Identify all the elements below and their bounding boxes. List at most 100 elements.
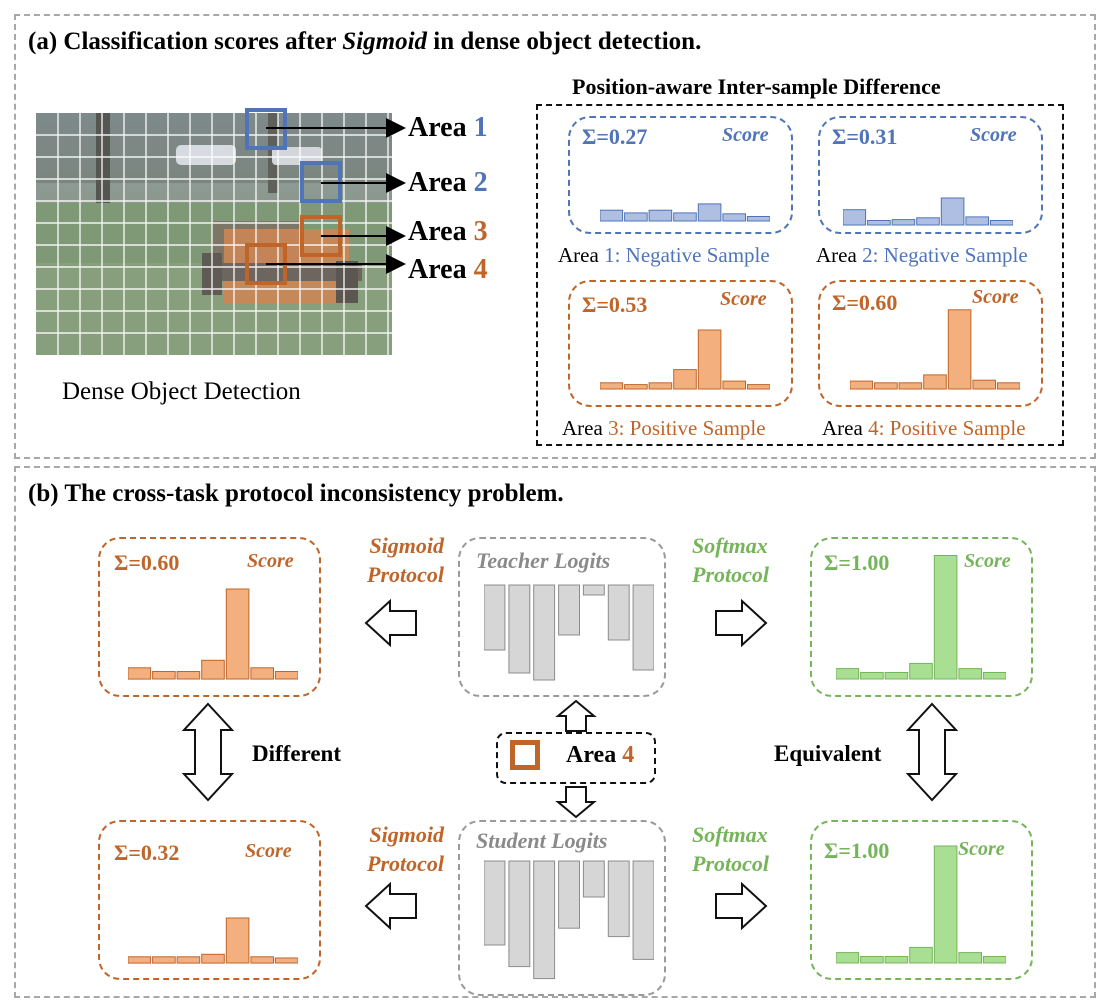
score-bar xyxy=(648,209,673,222)
score-label-area-2: Score xyxy=(970,124,1017,146)
area-4-label: Area 4 xyxy=(408,254,488,285)
caption-area-2: Area 2: Negative Sample xyxy=(816,243,1028,267)
softmax-teacher-sum: Σ=1.00 xyxy=(824,550,890,575)
caption-area-1: Area 1: Negative Sample xyxy=(558,243,770,267)
score-bar xyxy=(250,956,275,964)
logit-bar xyxy=(582,860,605,898)
logit-bar xyxy=(558,584,580,636)
logit-bar xyxy=(533,860,556,980)
bar-chart-area-3 xyxy=(600,329,770,390)
score-bar xyxy=(250,667,275,680)
area-4-badge-label: Area 4 xyxy=(566,742,635,768)
score-bar xyxy=(201,659,225,680)
bar-chart-area-1 xyxy=(600,203,770,222)
student-logits-label: Student Logits xyxy=(476,828,608,853)
logit-bar xyxy=(508,584,531,674)
image-caption: Dense Object Detection xyxy=(62,378,301,405)
panel-b xyxy=(14,466,1096,998)
left-arrow-bottom xyxy=(364,881,417,931)
score-bar xyxy=(201,953,225,964)
sigmoid-student-bars xyxy=(128,917,298,964)
score-bar xyxy=(176,671,201,680)
area-4-badge-square xyxy=(510,740,540,770)
score-bar xyxy=(648,382,673,390)
different-arrow xyxy=(181,702,235,802)
score-bar xyxy=(965,216,990,226)
score-bar xyxy=(958,668,983,680)
score-label-area-4: Score xyxy=(972,286,1019,308)
panel-a xyxy=(14,14,1096,459)
score-bar xyxy=(697,203,722,222)
up-arrow-teacher xyxy=(555,699,597,732)
logit-bar xyxy=(558,860,580,929)
score-bar xyxy=(225,917,250,964)
area-1-label: Area 1 xyxy=(408,112,488,143)
detection-image xyxy=(36,113,392,355)
score-bar xyxy=(884,956,909,964)
caption-area-3: Area 3: Positive Sample xyxy=(562,416,766,440)
score-bar xyxy=(152,956,176,964)
right-arrow-bottom xyxy=(715,881,768,931)
score-bar xyxy=(860,672,884,680)
score-bar xyxy=(746,216,770,222)
score-bar xyxy=(916,217,940,226)
score-bar xyxy=(989,220,1013,226)
sigmoid-emphasis: Sigmoid xyxy=(342,28,428,55)
score-bar xyxy=(860,956,884,964)
sigmoid-student-sum: Σ=0.32 xyxy=(114,840,180,865)
equivalent-label: Equivalent xyxy=(774,741,882,766)
different-label: Different xyxy=(252,741,341,766)
right-arrow-top xyxy=(715,598,768,648)
left-arrow-top xyxy=(364,598,417,648)
softmax-student-bars xyxy=(836,845,1006,964)
area-4-badge xyxy=(496,732,656,784)
bar-chart-area-4 xyxy=(850,309,1020,390)
score-bar xyxy=(836,668,860,680)
score-card-area-3 xyxy=(568,280,793,407)
sigmoid-protocol-bottom: Sigmoid Protocol xyxy=(367,822,444,876)
score-bar xyxy=(128,956,152,964)
score-bar xyxy=(673,212,697,222)
sum-area-2: Σ=0.31 xyxy=(832,124,898,149)
sum-area-1: Σ=0.27 xyxy=(582,124,648,149)
softmax-teacher-bars xyxy=(836,555,1006,680)
score-bar xyxy=(722,213,747,222)
score-bar xyxy=(891,219,916,226)
sigmoid-student-card xyxy=(98,820,321,980)
softmax-teacher-card xyxy=(810,537,1033,697)
score-bar xyxy=(933,555,958,680)
score-bar xyxy=(909,946,933,964)
sigmoid-teacher-bars xyxy=(128,588,298,680)
student-logits-bars xyxy=(484,860,654,980)
bar-chart-area-2 xyxy=(843,197,1013,226)
area-2-label: Area 2 xyxy=(408,167,488,198)
score-bar xyxy=(600,382,624,390)
score-bar xyxy=(152,671,176,680)
score-bar xyxy=(933,845,958,964)
score-bar xyxy=(176,956,201,964)
score-label-area-1: Score xyxy=(722,124,769,146)
logit-bar xyxy=(533,584,556,681)
logit-bar xyxy=(607,584,630,641)
area-markers xyxy=(245,108,406,285)
logit-bar xyxy=(484,584,506,651)
score-bar xyxy=(898,382,923,390)
sum-area-4: Σ=0.60 xyxy=(832,290,898,315)
sigmoid-teacher-score-label: Score xyxy=(247,550,294,572)
score-card-area-4 xyxy=(818,280,1043,407)
score-bar xyxy=(884,672,909,680)
softmax-protocol-top: Softmax Protocol xyxy=(692,533,769,587)
score-bar xyxy=(673,369,697,390)
logit-bar xyxy=(632,860,654,960)
score-bar xyxy=(624,384,648,390)
score-bar xyxy=(600,209,624,222)
softmax-student-card xyxy=(810,820,1033,980)
logit-bar xyxy=(607,860,630,938)
teacher-logits-bars xyxy=(484,584,654,681)
score-bar xyxy=(923,374,947,390)
pisd-title: Position-aware Inter-sample Difference xyxy=(572,74,941,99)
score-bar xyxy=(624,212,648,222)
sigmoid-teacher-card xyxy=(98,537,321,697)
panel-b-title: (b) The cross-task protocol inconsistenc… xyxy=(28,480,564,507)
down-arrow-student xyxy=(555,786,597,819)
